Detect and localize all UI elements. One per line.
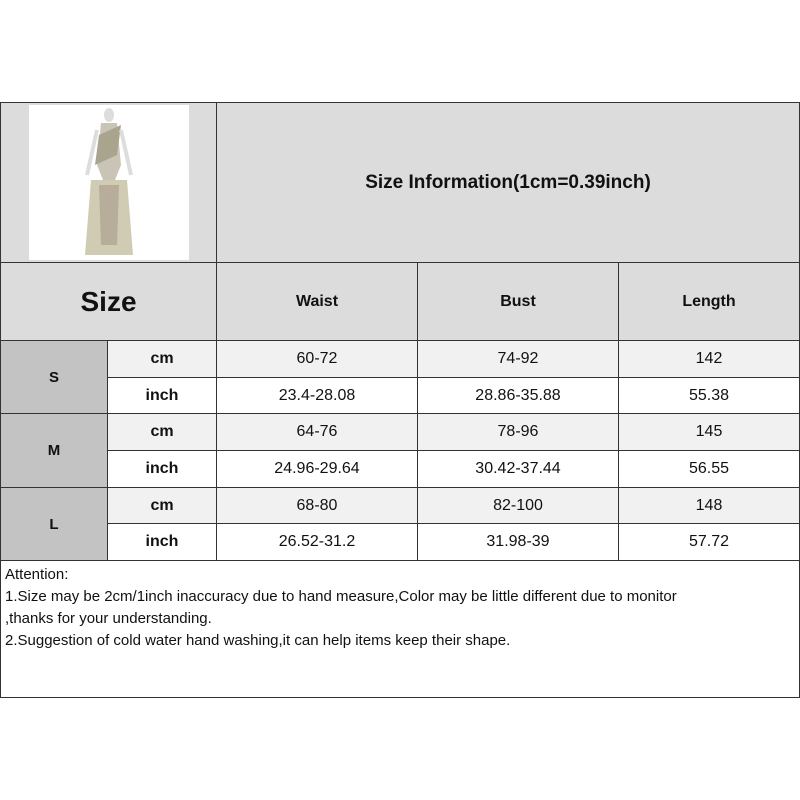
product-image-cell [0, 102, 217, 263]
table-cell: 28.86-35.88 [417, 377, 619, 414]
column-header-length: Length [618, 262, 800, 341]
table-cell: 74-92 [417, 340, 619, 378]
unit-label: cm [107, 340, 217, 378]
table-cell: 148 [618, 487, 800, 524]
product-image [28, 105, 189, 260]
table-cell: 56.55 [618, 450, 800, 488]
unit-label: inch [107, 523, 217, 561]
table-cell: 142 [618, 340, 800, 378]
table-cell: 55.38 [618, 377, 800, 414]
table-cell: 23.4-28.08 [216, 377, 418, 414]
table-cell: 64-76 [216, 413, 418, 451]
unit-label: inch [107, 377, 217, 414]
size-header: Size [0, 262, 217, 341]
attention-line: ,thanks for your understanding. [5, 610, 212, 627]
table-cell: 68-80 [216, 487, 418, 524]
table-cell: 26.52-31.2 [216, 523, 418, 561]
attention-heading: Attention: [5, 566, 69, 583]
attention-notes: Attention: 1.Size may be 2cm/1inch inacc… [0, 560, 800, 698]
table-cell: 60-72 [216, 340, 418, 378]
size-label: M [0, 413, 108, 488]
table-title: Size Information(1cm=0.39inch) [216, 102, 800, 263]
table-cell: 82-100 [417, 487, 619, 524]
unit-label: inch [107, 450, 217, 488]
table-cell: 24.96-29.64 [216, 450, 418, 488]
table-cell: 145 [618, 413, 800, 451]
table-cell: 31.98-39 [417, 523, 619, 561]
size-label: L [0, 487, 108, 561]
table-cell: 57.72 [618, 523, 800, 561]
attention-line: 1.Size may be 2cm/1inch inaccuracy due t… [5, 588, 677, 605]
column-header-bust: Bust [417, 262, 619, 341]
unit-label: cm [107, 487, 217, 524]
table-cell: 78-96 [417, 413, 619, 451]
column-header-waist: Waist [216, 262, 418, 341]
size-label: S [0, 340, 108, 414]
unit-label: cm [107, 413, 217, 451]
table-cell: 30.42-37.44 [417, 450, 619, 488]
attention-line: 2.Suggestion of cold water hand washing,… [5, 632, 511, 649]
